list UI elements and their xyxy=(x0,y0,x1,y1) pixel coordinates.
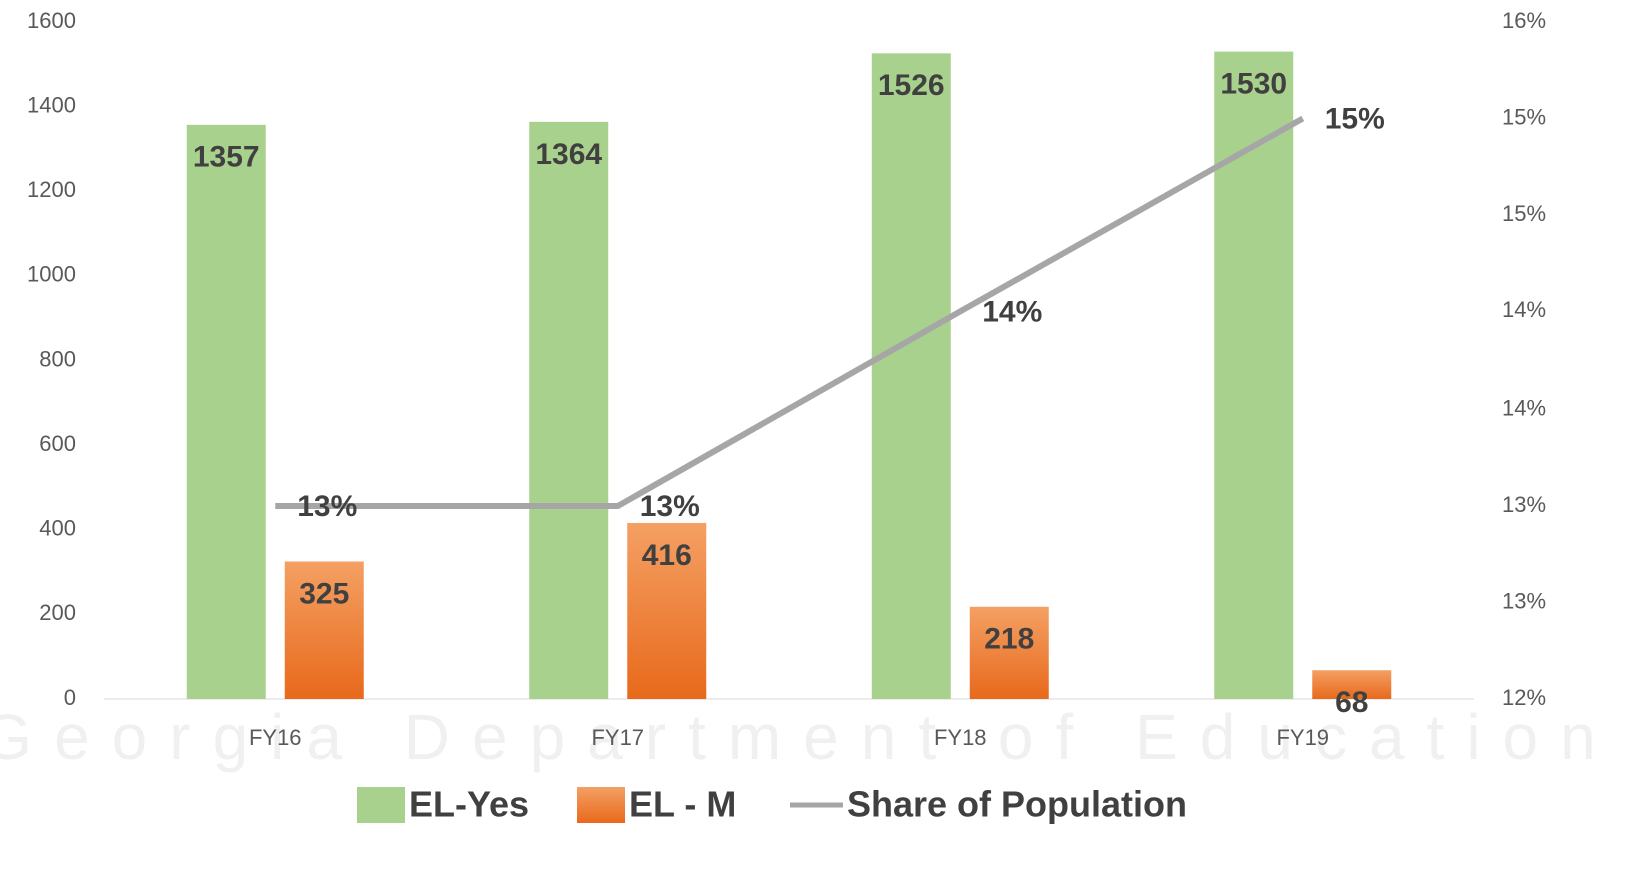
x-tick-label: FY18 xyxy=(934,725,987,750)
y2-tick-label: 13% xyxy=(1502,588,1546,613)
x-tick-label: FY16 xyxy=(249,725,302,750)
y2-tick-label: 13% xyxy=(1502,492,1546,517)
watermark: Georgia Department of Education xyxy=(0,701,1618,773)
y2-tick-label: 12% xyxy=(1502,685,1546,710)
line-label: 13% xyxy=(640,490,700,523)
data-label: 218 xyxy=(984,623,1034,656)
data-label: 68 xyxy=(1335,686,1368,719)
bar xyxy=(871,53,951,699)
y-tick-label: 400 xyxy=(39,516,76,541)
x-tick-label: FY17 xyxy=(591,725,644,750)
data-label: 1357 xyxy=(193,141,260,174)
legend-label: EL-Yes xyxy=(409,784,529,825)
line-label: 13% xyxy=(297,490,357,523)
bar xyxy=(969,606,1049,699)
legend-label: EL - M xyxy=(629,784,736,825)
y2-tick-label: 15% xyxy=(1502,201,1546,226)
bar xyxy=(1312,670,1392,699)
line xyxy=(275,115,1305,510)
y-tick-label: 0 xyxy=(64,685,76,710)
y-tick-label: 600 xyxy=(39,431,76,456)
bar xyxy=(627,522,707,699)
legend-swatch xyxy=(357,787,405,823)
y-tick-label: 1200 xyxy=(27,177,76,202)
data-label: 1364 xyxy=(535,138,602,171)
y2-tick-label: 14% xyxy=(1502,297,1546,322)
data-label: 416 xyxy=(642,539,692,572)
bar xyxy=(529,121,609,700)
y-tick-label: 1600 xyxy=(27,8,76,33)
line-label: 14% xyxy=(982,295,1042,328)
legend-swatch xyxy=(577,787,625,823)
y2-tick-label: 14% xyxy=(1502,395,1546,420)
bar xyxy=(186,124,266,699)
data-label: 1530 xyxy=(1220,68,1287,101)
bar xyxy=(284,561,364,699)
data-label: 325 xyxy=(299,577,349,610)
legend-label: Share of Population xyxy=(847,784,1187,825)
y-tick-label: 1400 xyxy=(27,92,76,117)
data-label: 1526 xyxy=(878,69,945,102)
y-tick-label: 1000 xyxy=(27,262,76,287)
line-label: 15% xyxy=(1325,102,1385,135)
y-tick-label: 800 xyxy=(39,346,76,371)
y2-tick-label: 15% xyxy=(1502,104,1546,129)
x-tick-label: FY19 xyxy=(1276,725,1329,750)
y-tick-label: 200 xyxy=(39,600,76,625)
y2-tick-label: 16% xyxy=(1502,8,1546,33)
